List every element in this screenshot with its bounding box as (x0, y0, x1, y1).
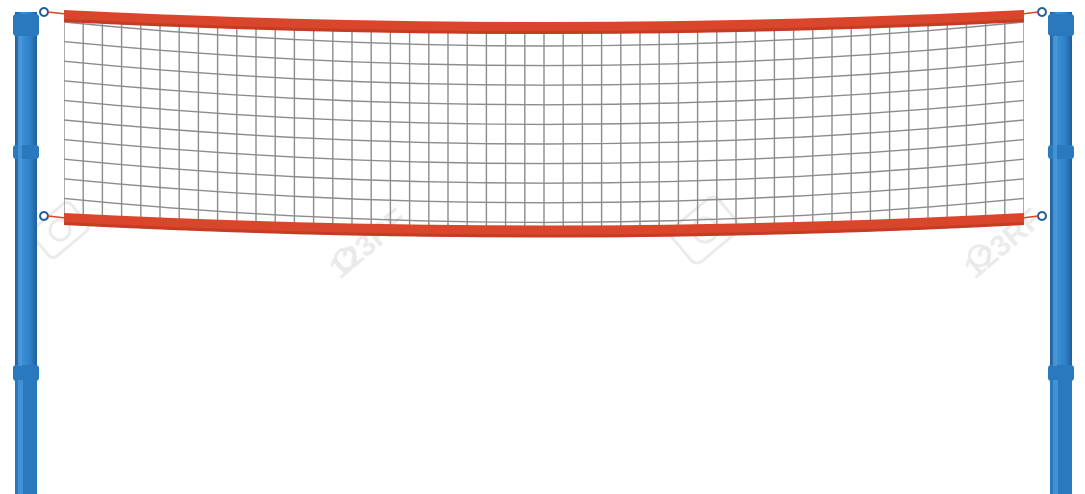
camera-icon (669, 195, 741, 265)
camera-icon (967, 244, 991, 268)
net-mesh (64, 18, 1024, 234)
net-mesh-line (64, 119, 1024, 145)
watermark-2 (334, 247, 358, 271)
net-mesh-line (64, 40, 1024, 67)
net-mesh-line (64, 21, 1024, 47)
camera-icon (334, 247, 358, 271)
net-mesh-line (64, 197, 1024, 224)
net-mesh-line (64, 99, 1024, 126)
net-mesh-line (64, 80, 1024, 106)
net-mesh-line (64, 178, 1024, 204)
watermark-4 (967, 244, 991, 268)
net-mesh-line (64, 60, 1024, 86)
net-cords (47, 11, 1039, 219)
net-mesh-line (64, 158, 1024, 184)
left-pole (13, 12, 39, 494)
net-mesh-line (64, 138, 1024, 165)
right-pole (1048, 12, 1074, 494)
